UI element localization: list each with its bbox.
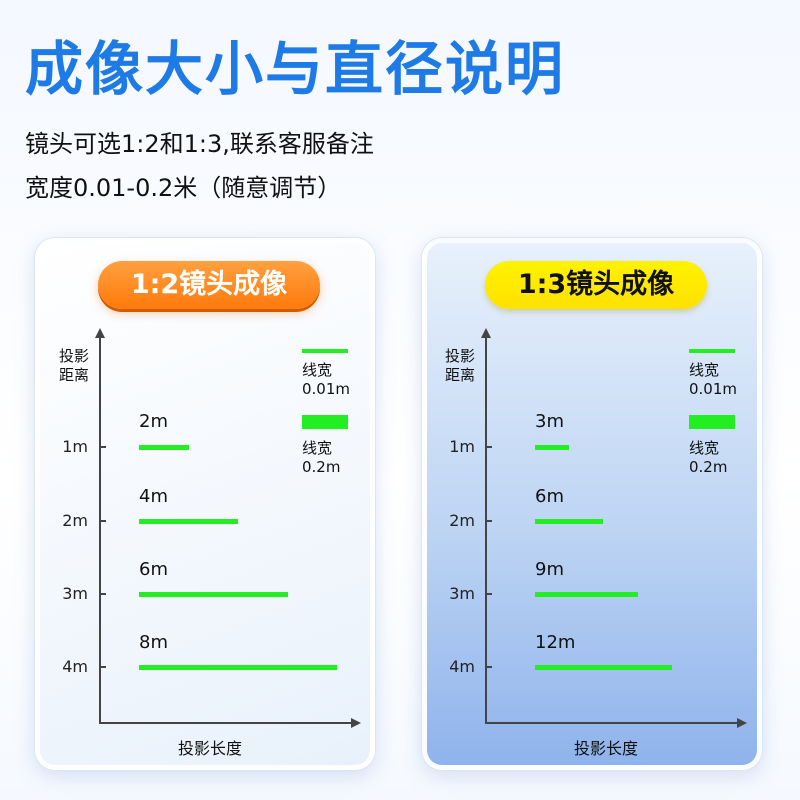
y-tick-label: 2m [62,511,88,530]
y-axis-title: 投影 距离 [58,347,89,384]
y-tick [485,446,492,448]
image-size-label: 2m [139,411,168,432]
image-size-bar [535,445,570,450]
image-size-bar [139,665,337,670]
image-size-label: 3m [535,411,564,432]
legend-thin-line [302,349,348,353]
image-size-label: 8m [139,632,168,653]
y-tick-label: 2m [449,511,475,530]
width-range-text: 宽度0.01-0.2米（随意调节） [25,174,342,202]
x-axis-title: 投影长度 [177,739,242,758]
legend-thick-label: 线宽 0.2m [302,439,341,476]
legend-thin-line [689,349,735,353]
y-tick [485,666,492,668]
y-tick-label: 3m [62,584,88,603]
image-size-bar [139,445,189,450]
image-size-label: 4m [139,486,168,507]
image-size-bar [139,592,288,597]
x-axis-title: 投影长度 [573,739,638,758]
image-size-bar [535,592,638,597]
x-axis-arrow [351,718,361,728]
x-axis [485,722,737,724]
y-tick-label: 4m [449,657,475,676]
y-tick-label: 4m [62,657,88,676]
page-title: 成像大小与直径说明 [25,35,566,103]
legend-thick-label: 线宽 0.2m [689,439,728,476]
lens-options-text: 镜头可选1:2和1:3,联系客服备注 [25,130,374,158]
y-tick [99,666,106,668]
y-axis [485,338,487,724]
y-tick [99,520,106,522]
y-axis-arrow [95,328,105,338]
image-size-bar [139,519,238,524]
y-axis [99,338,101,724]
y-axis-title: 投影 距离 [444,347,475,384]
y-tick-label: 1m [62,437,88,456]
legend-thick-line [689,415,735,429]
image-size-label: 9m [535,559,564,580]
y-tick [485,593,492,595]
legend-thick-line [302,415,348,429]
legend-thin-label: 线宽 0.01m [689,361,738,398]
lens-1-3-panel: 1:3镜头成像 投影 距离 投影长度 线宽 0.01m 线宽 0.2m 1m 3… [422,238,762,770]
image-size-label: 6m [139,559,168,580]
image-size-bar [535,665,672,670]
y-tick [99,593,106,595]
image-size-label: 6m [535,486,564,507]
y-tick-label: 3m [449,584,475,603]
image-size-label: 12m [535,632,576,653]
lens-1-2-badge: 1:2镜头成像 [98,261,320,309]
y-tick [99,446,106,448]
x-axis-arrow [737,718,747,728]
y-axis-arrow [481,328,491,338]
lens-1-3-badge: 1:3镜头成像 [485,261,707,309]
lens-1-2-panel: 1:2镜头成像 投影 距离 投影长度 线宽 0.01m 线宽 0.2m 1m 2… [35,238,375,770]
y-tick-label: 1m [449,437,475,456]
x-axis [99,722,351,724]
legend-thin-label: 线宽 0.01m [302,361,351,398]
image-size-bar [535,519,604,524]
y-tick [485,520,492,522]
